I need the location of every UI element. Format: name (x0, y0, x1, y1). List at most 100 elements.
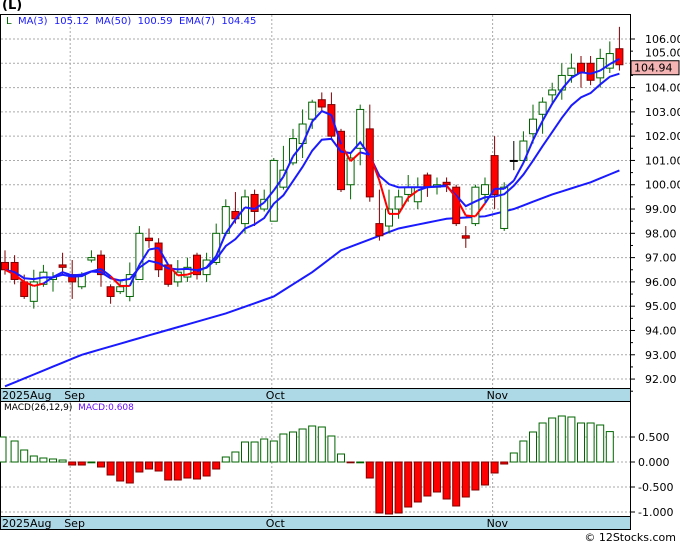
date-label-oct: Oct (266, 389, 286, 402)
price-tick-label: 98.00 (645, 227, 677, 240)
macd-bar (529, 431, 537, 463)
ma3-line-segment (445, 184, 457, 199)
candle-body (577, 62, 585, 74)
macd-bar (538, 422, 547, 463)
candle (106, 284, 115, 304)
ma3-line-segment (397, 197, 410, 215)
ma3-line-segment (330, 114, 342, 145)
macd-bar (471, 461, 480, 491)
macd-bar (375, 461, 384, 514)
candle-body (145, 237, 153, 242)
ma3-line-segment (272, 176, 285, 191)
ma3-line-segment (301, 121, 314, 145)
candle-body (356, 108, 365, 149)
candle-body (317, 99, 326, 108)
ma3-line-segment (532, 120, 544, 141)
macd-tick-label: -0.500 (638, 481, 673, 494)
price-tick-label: 99.00 (645, 203, 677, 216)
candle (279, 145, 288, 190)
date-label-sep: Sep (64, 389, 85, 402)
macd-bar (183, 461, 192, 479)
ma3-line-segment (157, 247, 170, 266)
macd-bar (193, 461, 201, 480)
macd-bar (385, 461, 393, 515)
ema7-line (4, 72, 620, 282)
macd-bar (250, 441, 259, 463)
price-tick-label: 96.00 (645, 276, 677, 289)
price-date-bar (0, 388, 631, 402)
candle-body (58, 264, 67, 268)
candle-body (586, 62, 595, 81)
macd-bar (423, 461, 432, 497)
price-tick-label: 104.00 (645, 82, 680, 95)
legend-ma50-value: 100.59 (137, 16, 173, 27)
macd-bar (317, 426, 326, 463)
ma3-line-segment (590, 69, 601, 75)
price-tick-label: 100.00 (645, 179, 680, 192)
macd-bar (20, 449, 29, 463)
ma3-line-segment (128, 264, 141, 287)
candle (317, 92, 326, 112)
candle-body (423, 174, 432, 188)
ma3-line-segment (33, 282, 44, 287)
macd-date-bar (0, 516, 631, 530)
indicator-legend: L MA(3) 105.12 MA(50) 100.59 EMA(7) 104.… (6, 16, 256, 28)
legend-ema7-label: EMA(7) (179, 16, 215, 27)
ma3-line-segment (570, 71, 582, 79)
price-tick-label: 106.00 (645, 33, 680, 46)
ma3-line-segment (4, 268, 16, 276)
macd-bar (39, 457, 48, 463)
macd-bar (231, 451, 240, 463)
candle-body (116, 286, 125, 293)
macd-bar (135, 461, 144, 473)
macd-bar (241, 441, 249, 463)
ma3-line-segment (244, 206, 255, 211)
ma3-line-segment (378, 180, 390, 215)
macd-bar (413, 461, 422, 503)
macd-bar (490, 461, 499, 474)
candle (538, 97, 547, 134)
ma3-line-segment (407, 189, 419, 199)
date-label-2025aug: 2025Aug (2, 389, 51, 402)
macd-bar (173, 461, 182, 481)
candle (615, 26, 624, 71)
ma3-line-segment (224, 218, 237, 234)
date-label-sep: Sep (64, 517, 85, 530)
ma3-line-segment (263, 189, 275, 204)
ma3-line-segment (551, 88, 563, 105)
candle-body (193, 254, 201, 276)
candle-body (471, 186, 480, 225)
candle-body (500, 186, 509, 229)
legend-ma50-label: MA(50) (95, 16, 132, 27)
macd-label: MACD(26,12,9) (4, 403, 73, 413)
candle-body (346, 157, 355, 186)
macd-bar (289, 431, 297, 463)
macd-bar (346, 461, 355, 464)
macd-bar (548, 417, 557, 463)
ma3-line-segment (561, 77, 573, 90)
macd-bar (279, 433, 288, 463)
ma3-line-segment (148, 246, 159, 251)
macd-bar (202, 461, 211, 477)
candle (529, 104, 537, 144)
macd-tick-label: -1.000 (638, 506, 673, 519)
macd-bar (308, 425, 317, 463)
ma3-line-segment (52, 271, 64, 278)
macd-bar (442, 461, 451, 500)
candle (337, 128, 345, 193)
ma3-line-segment (321, 110, 332, 117)
macd-bar (500, 461, 509, 465)
macd-legend: MACD(26,12,9) MACD:0.608 (4, 403, 134, 414)
macd-bar (0, 436, 7, 463)
macd-bar (269, 440, 278, 463)
macd-bar (145, 461, 153, 470)
price-tick-label: 102.00 (645, 130, 680, 143)
macd-bar (221, 456, 230, 463)
candle-body (394, 196, 403, 210)
candle (87, 250, 96, 263)
candle (154, 238, 163, 278)
price-tick-label: 103.00 (645, 106, 680, 119)
candle-body (106, 286, 115, 297)
macd-bar (577, 422, 585, 463)
price-tick-label: 92.00 (645, 373, 677, 386)
